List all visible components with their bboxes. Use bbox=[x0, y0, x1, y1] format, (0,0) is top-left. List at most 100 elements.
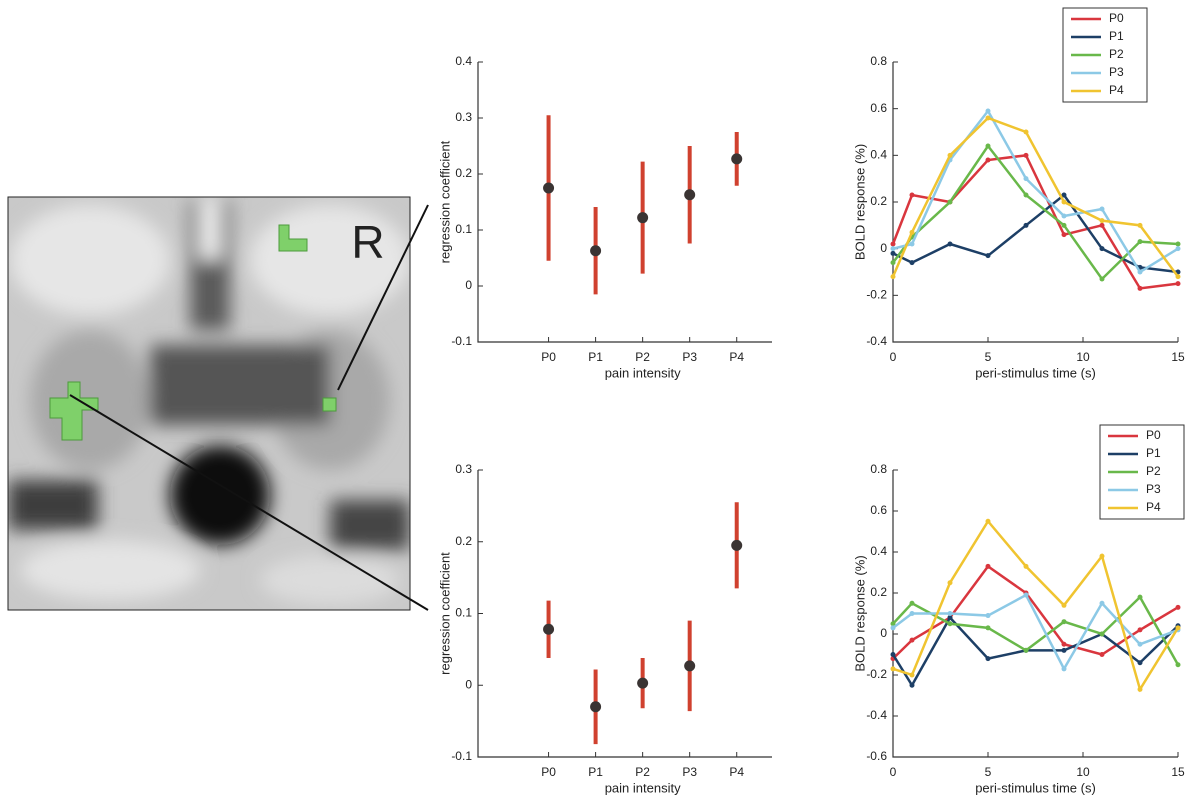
y-tick-label: 0 bbox=[880, 241, 887, 255]
y-tick-label: -0.2 bbox=[866, 288, 887, 302]
y-axis-label: regression coefficient bbox=[437, 140, 452, 263]
y-tick-label: -0.4 bbox=[866, 334, 887, 348]
y-tick-label: 0.8 bbox=[870, 54, 887, 68]
y-tick-label: 0 bbox=[465, 278, 472, 292]
x-tick-label: P2 bbox=[635, 765, 650, 779]
x-axis-label: pain intensity bbox=[605, 365, 681, 380]
legend-label: P1 bbox=[1146, 446, 1161, 460]
point bbox=[909, 229, 915, 235]
y-axis-label: BOLD response (%) bbox=[852, 555, 867, 671]
point bbox=[890, 666, 896, 672]
point bbox=[1061, 199, 1067, 205]
x-tick-label: 10 bbox=[1076, 765, 1090, 779]
line bbox=[891, 153, 1179, 290]
point bbox=[985, 625, 991, 631]
x-tick-label: P0 bbox=[541, 350, 556, 364]
x-tick-label: 15 bbox=[1171, 350, 1185, 364]
point bbox=[684, 189, 696, 201]
point bbox=[1175, 625, 1181, 631]
x-tick-label: 0 bbox=[890, 765, 897, 779]
point bbox=[1099, 246, 1105, 252]
legend-label: P4 bbox=[1109, 83, 1124, 97]
connector bbox=[337, 204, 429, 391]
point bbox=[890, 625, 896, 631]
x-tick-label: 15 bbox=[1171, 765, 1185, 779]
y-tick-label: 0.2 bbox=[870, 194, 887, 208]
point bbox=[985, 157, 991, 163]
point bbox=[1061, 619, 1067, 625]
point bbox=[985, 253, 991, 259]
point bbox=[1099, 276, 1105, 282]
x-tick-label: P1 bbox=[588, 765, 603, 779]
point bbox=[1061, 222, 1067, 228]
x-tick-label: P3 bbox=[682, 350, 697, 364]
point bbox=[731, 153, 743, 165]
point bbox=[909, 611, 915, 616]
point bbox=[637, 212, 649, 224]
x-tick-label: 5 bbox=[985, 350, 992, 364]
legend-label: P4 bbox=[1146, 500, 1161, 514]
legend-label: P3 bbox=[1146, 482, 1161, 496]
point bbox=[947, 580, 953, 586]
axes bbox=[477, 470, 772, 758]
point bbox=[1137, 594, 1143, 600]
point bbox=[890, 274, 896, 280]
legend-label: P0 bbox=[1146, 428, 1161, 442]
point bbox=[731, 539, 743, 551]
line bbox=[891, 116, 1180, 278]
point bbox=[1023, 176, 1029, 182]
point bbox=[890, 621, 896, 627]
y-tick-label: -0.2 bbox=[866, 667, 887, 681]
point bbox=[1137, 222, 1143, 228]
point bbox=[1175, 281, 1181, 287]
y-tick-label: 0.2 bbox=[455, 166, 472, 180]
y-tick-label: 0.4 bbox=[870, 544, 887, 558]
point bbox=[1099, 631, 1105, 637]
point bbox=[1137, 686, 1143, 692]
y-tick-label: 0.6 bbox=[870, 503, 887, 517]
y-tick-label: -0.6 bbox=[866, 749, 887, 763]
point bbox=[909, 600, 915, 606]
point bbox=[684, 660, 696, 672]
y-tick-label: -0.1 bbox=[451, 749, 472, 763]
axes bbox=[477, 62, 772, 343]
point bbox=[1099, 600, 1105, 606]
point bbox=[1061, 213, 1067, 219]
point bbox=[1137, 269, 1143, 275]
y-tick-label: 0.3 bbox=[455, 110, 472, 124]
point bbox=[1137, 660, 1143, 666]
point bbox=[1061, 666, 1067, 672]
y-tick-label: 0 bbox=[880, 626, 887, 640]
legend-label: P3 bbox=[1109, 65, 1124, 79]
line bbox=[891, 143, 1179, 281]
point bbox=[909, 241, 915, 247]
y-tick-label: 0.8 bbox=[870, 462, 887, 476]
brain-image bbox=[8, 197, 410, 610]
y-tick-label: 0.4 bbox=[455, 54, 472, 68]
point bbox=[1137, 239, 1143, 245]
point bbox=[1023, 647, 1029, 653]
legend-label: P2 bbox=[1109, 47, 1124, 61]
point bbox=[1175, 246, 1181, 252]
point bbox=[890, 250, 896, 256]
point bbox=[1061, 232, 1067, 238]
x-tick-label: P4 bbox=[729, 350, 744, 364]
point bbox=[909, 637, 915, 643]
point bbox=[947, 621, 953, 627]
point bbox=[1061, 641, 1067, 647]
x-tick-label: P2 bbox=[635, 350, 650, 364]
y-tick-label: 0.4 bbox=[870, 148, 887, 162]
point bbox=[1175, 604, 1181, 610]
point bbox=[985, 518, 991, 524]
y-axis-label: regression coefficient bbox=[437, 552, 452, 675]
point bbox=[1175, 274, 1181, 280]
point bbox=[947, 241, 953, 247]
point bbox=[590, 245, 602, 257]
point bbox=[1023, 563, 1029, 569]
y-tick-label: 0.2 bbox=[870, 585, 887, 599]
point bbox=[1099, 222, 1105, 228]
point bbox=[985, 656, 991, 662]
y-tick-label: 0.6 bbox=[870, 101, 887, 115]
